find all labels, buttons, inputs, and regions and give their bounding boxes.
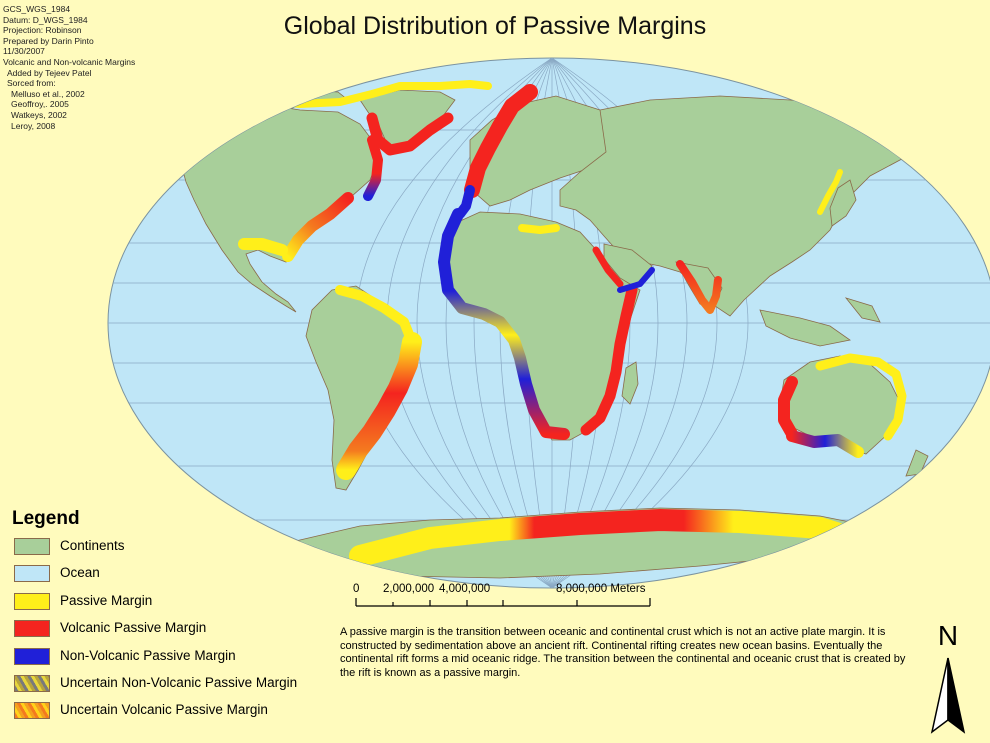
legend-swatch [14, 674, 50, 692]
volcanic-margin-red-sea [592, 246, 624, 288]
north-arrow: N [918, 620, 978, 738]
legend-label: Uncertain Non-Volcanic Passive Margin [60, 674, 298, 690]
metadata-line: Sorced from: [7, 78, 56, 89]
scale-label: 4,000,000 [439, 583, 491, 595]
non-volcanic-margin-labrador [363, 135, 383, 201]
legend-label: Uncertain Volcanic Passive Margin [60, 702, 268, 718]
metadata-line: Geoffroy,. 2005 [11, 99, 69, 110]
volcanic-margin-greenland [366, 112, 454, 156]
passive-margin-japan-sea [817, 169, 843, 215]
passive-margin-sa-north [335, 285, 417, 347]
metadata-line: 11/30/2007 [3, 46, 45, 57]
legend-item-non-volcanic-passive-margin: Non-Volcanic Passive Margin [12, 646, 236, 673]
legend-item-continents: Continents [12, 536, 125, 563]
map-metadata: GCS_WGS_1984 Datum: D_WGS_1984 Projectio… [3, 4, 203, 131]
legend-swatch [14, 620, 50, 638]
legend-swatch [14, 702, 50, 720]
passive-margin-mediterranean [518, 224, 560, 234]
legend: Legend Continents Ocean Passive Margin V… [12, 508, 297, 728]
legend-item-uncertain-non-volcanic: Uncertain Non-Volcanic Passive Margin [12, 673, 297, 700]
scale-label: 8,000,000 Meters [556, 583, 646, 595]
scale-label: 0 [353, 583, 360, 595]
legend-swatch [14, 647, 50, 665]
volcanic-margin-antarctica [349, 509, 869, 567]
map-title: Global Distribution of Passive Margins [283, 12, 707, 40]
volcanic-margin-norway [464, 84, 538, 198]
passive-margin-gulf [238, 238, 288, 256]
metadata-line: Datum: D_WGS_1984 [3, 14, 88, 25]
metadata-line: Prepared by Darin Pinto [3, 35, 94, 46]
legend-label: Volcanic Passive Margin [60, 620, 207, 636]
metadata-line: Watkeys, 2002 [11, 109, 67, 120]
metadata-line: Added by Tejeev Patel [7, 67, 92, 78]
margins [166, 80, 907, 567]
legend-label: Continents [60, 538, 125, 553]
uncertain-volcanic-margin-us-east [282, 192, 354, 262]
legend-item-uncertain-volcanic: Uncertain Volcanic Passive Margin [12, 700, 268, 727]
non-volcanic-margin-west-africa [438, 208, 570, 440]
legend-swatch [14, 538, 50, 555]
north-arrow-icon [930, 657, 966, 734]
legend-swatch [14, 592, 50, 610]
north-label: N [937, 620, 959, 651]
description-text: A passive margin is the transition betwe… [340, 626, 906, 679]
passive-margin-australia-north [815, 353, 907, 441]
legend-label: Passive Margin [60, 592, 153, 608]
legend-item-passive-margin: Passive Margin [12, 591, 152, 618]
metadata-line: Projection: Robinson [3, 25, 82, 36]
scale-label: 2,000,000 [383, 583, 435, 595]
legend-item-ocean: Ocean [12, 563, 100, 590]
scale-bar-ticks [355, 598, 651, 607]
volcanic-margin-sa-east [336, 332, 422, 480]
metadata-line: Volcanic and Non-volcanic Margins [3, 56, 136, 67]
non-volcanic-margin-australia-south [786, 430, 864, 458]
legend-title: Legend [12, 508, 80, 529]
metadata-line: Leroy, 2008 [11, 120, 56, 131]
volcanic-margin-east-africa [580, 284, 638, 436]
metadata-line: Melluso et al., 2002 [11, 88, 85, 99]
metadata-line: GCS_WGS_1984 [3, 4, 71, 14]
non-volcanic-margin-gulf-aden [617, 267, 655, 293]
legend-label: Non-Volcanic Passive Margin [60, 647, 236, 663]
legend-swatch [14, 565, 50, 583]
volcanic-margin-india [676, 260, 722, 314]
legend-item-volcanic-passive-margin: Volcanic Passive Margin [12, 618, 206, 645]
scale-bar: 0 2,000,000 4,000,000 8,000,000 Meters [350, 583, 670, 613]
legend-label: Ocean [60, 565, 100, 581]
volcanic-margin-australia-west [778, 376, 798, 440]
